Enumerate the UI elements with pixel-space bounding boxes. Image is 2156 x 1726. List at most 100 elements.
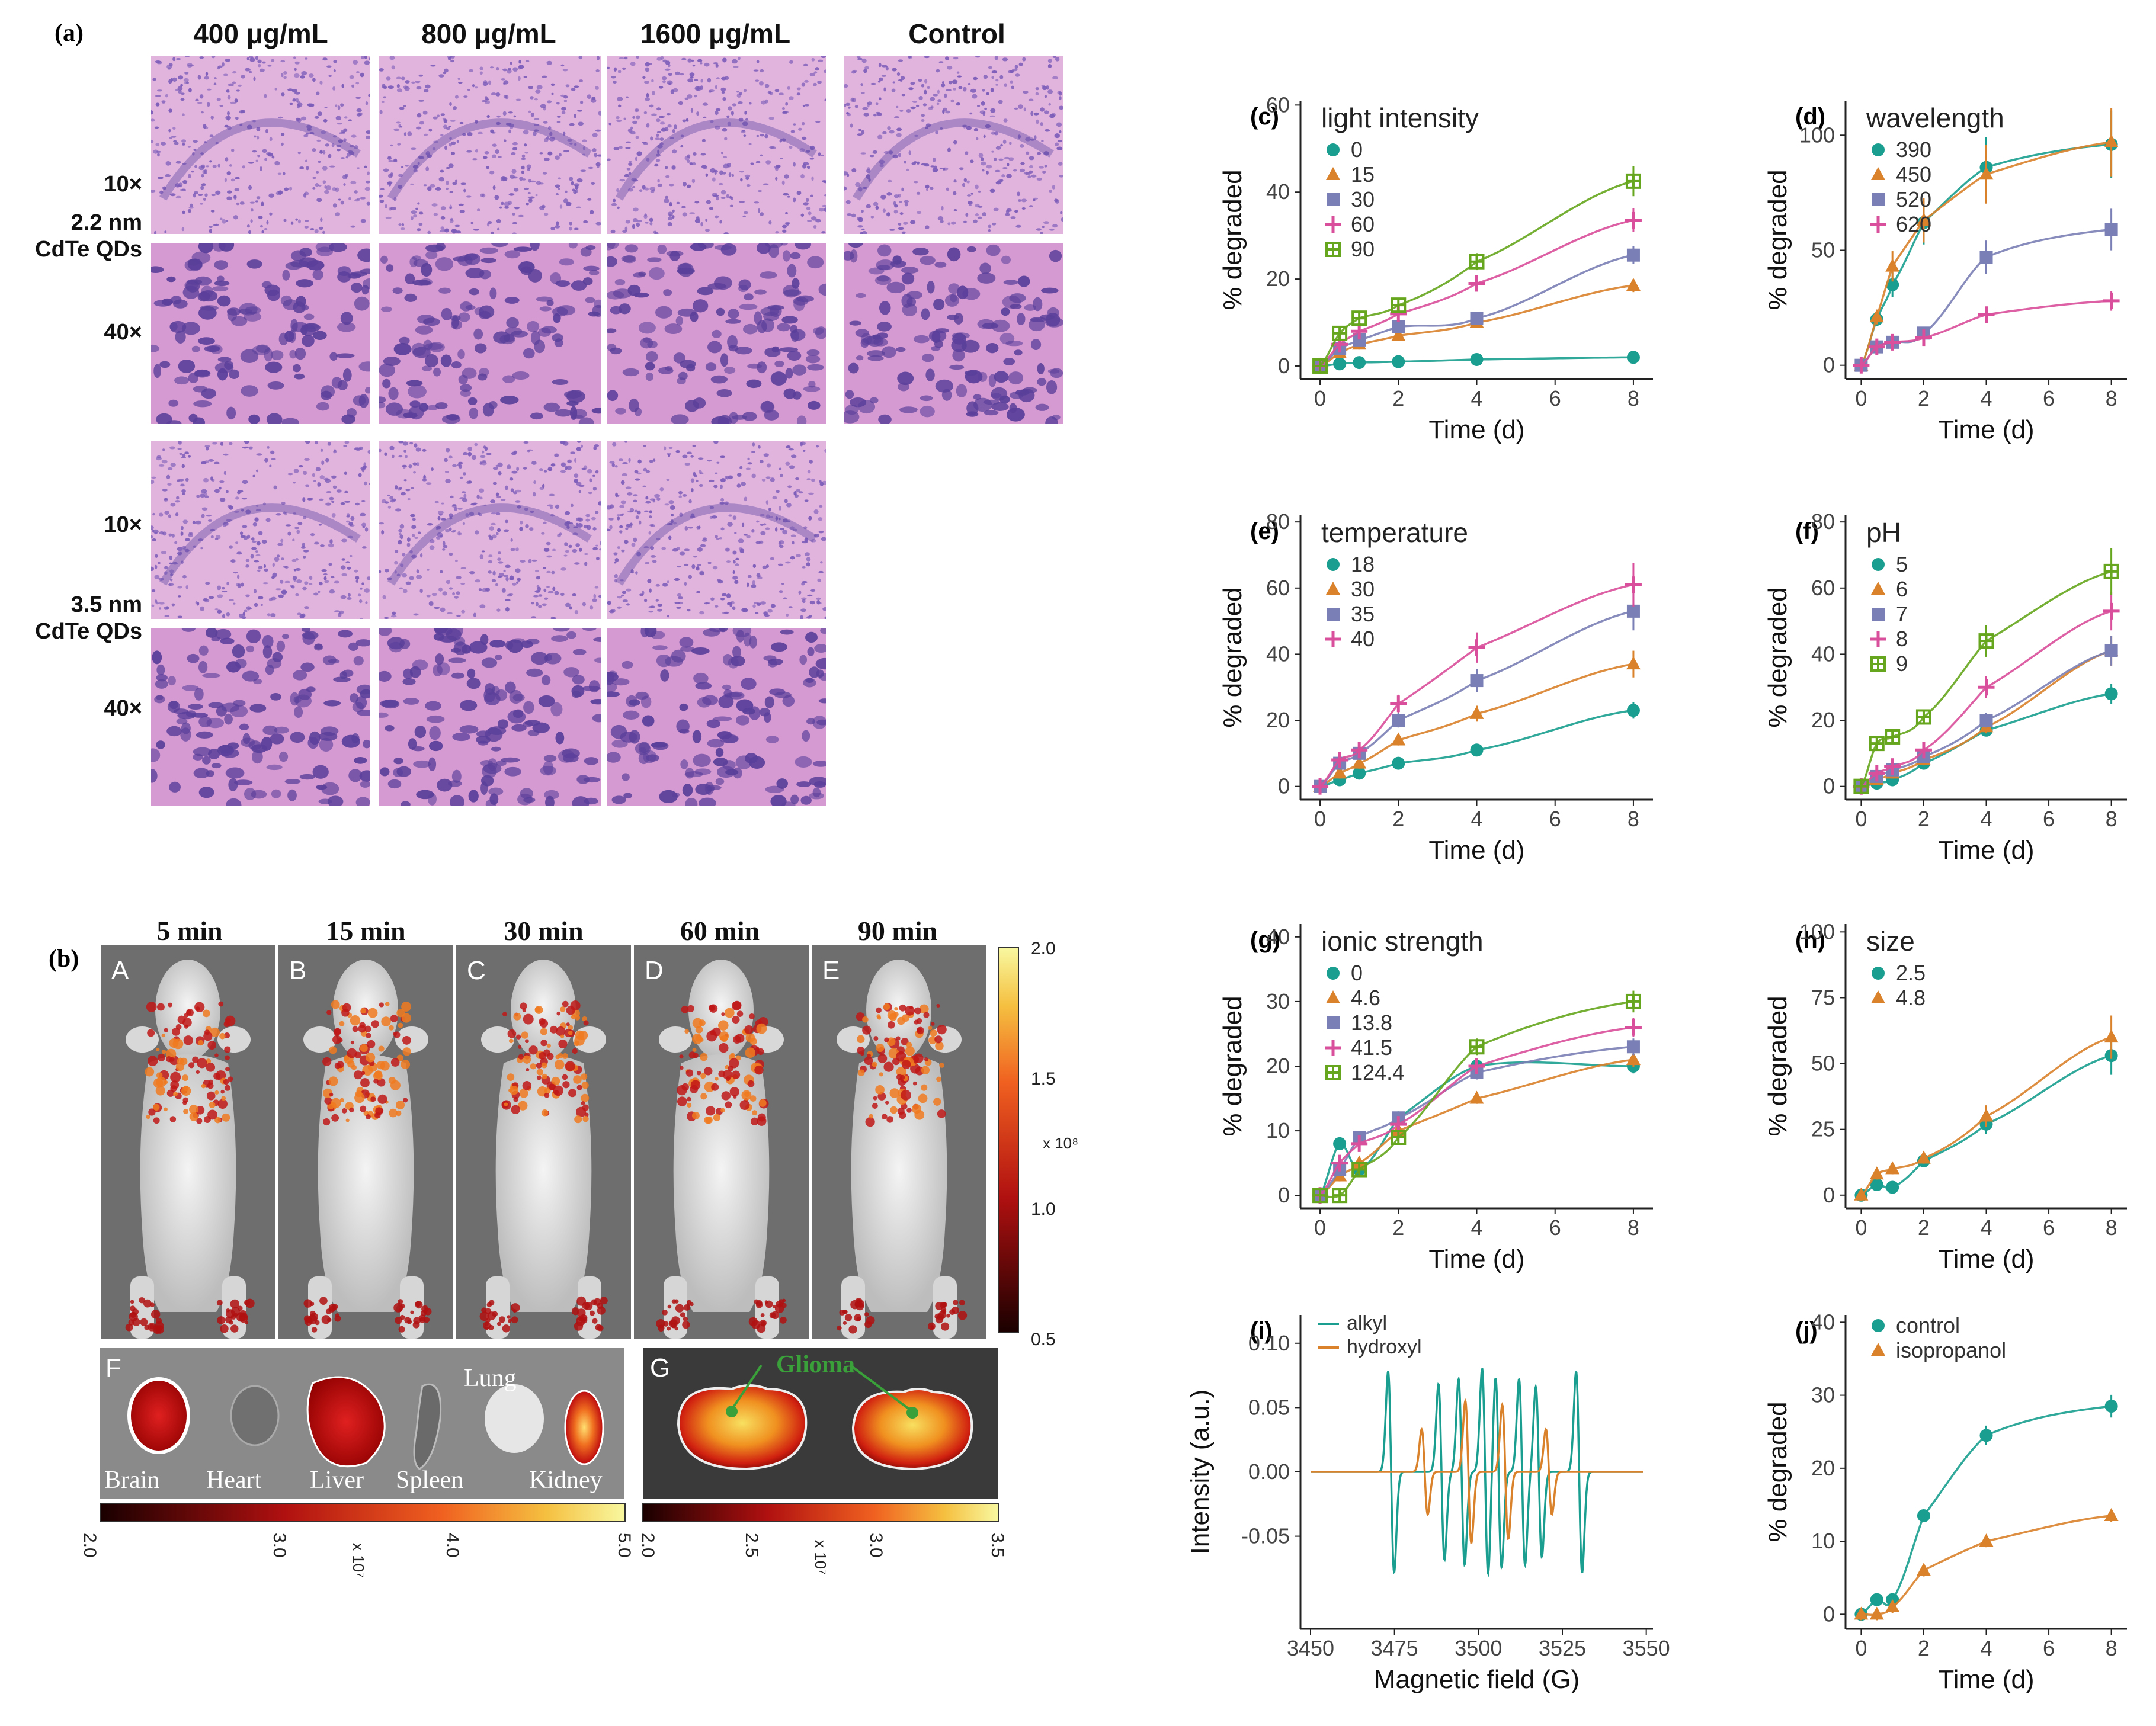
organ-label-brain: Brain: [104, 1467, 160, 1494]
data-point: [1978, 679, 1995, 696]
group-label-size-35: 3.5 nm: [71, 592, 142, 617]
x-tick-label: 6: [1549, 1215, 1561, 1240]
data-point: [1917, 1509, 1930, 1522]
data-point: [1625, 173, 1641, 189]
legend-entry: 0: [1351, 137, 1363, 162]
data-point: [1885, 729, 1901, 745]
data-point: [2104, 1029, 2119, 1043]
x-tick-label: 4: [1980, 1636, 1992, 1660]
glioma-panel: Glioma G: [643, 1348, 998, 1499]
histology-tissue: [379, 628, 601, 806]
data-point: [1325, 242, 1341, 257]
histology-tile: [607, 243, 826, 424]
panel-label: (f): [1795, 518, 1819, 544]
data-point: [1327, 967, 1340, 980]
group-label-cdte-2: CdTe QDs: [35, 619, 142, 644]
organ-cb-tick-2.0: 2.0: [80, 1533, 100, 1558]
mouse-figure: B: [289, 956, 432, 1339]
organ-label-liver: Liver: [310, 1467, 364, 1494]
colorbar-tick-1.5: 1.5: [1031, 1069, 1056, 1089]
legend-entry: 18: [1351, 552, 1375, 576]
data-point: [1626, 278, 1641, 291]
x-tick-label: 4: [1980, 1215, 1992, 1240]
x-tick-label: 2: [1918, 1636, 1930, 1660]
x-tick-label: 4: [1471, 807, 1482, 831]
data-point: [1325, 1065, 1341, 1080]
chart-title: light intensity: [1321, 102, 1479, 133]
glioma-annotation: Glioma: [776, 1351, 855, 1378]
x-tick-label: 3500: [1455, 1636, 1502, 1660]
y-tick-label: 20: [1811, 1456, 1835, 1480]
y-tick-label: 0: [1278, 354, 1290, 378]
colorbar-unit: x 10⁸: [1043, 1134, 1079, 1152]
x-tick-label: 0: [1855, 1215, 1867, 1240]
data-point: [1871, 1343, 1885, 1356]
data-point: [1979, 1429, 1993, 1442]
y-tick-label: 60: [1811, 576, 1835, 600]
series-line-30: [1319, 254, 1634, 367]
data-point: [1312, 1188, 1328, 1204]
data-point: [1626, 604, 1640, 618]
legend-entry: 30: [1351, 187, 1375, 211]
data-point: [1469, 1090, 1484, 1104]
data-point: [1626, 248, 1640, 262]
y-axis-label: % degraded: [1763, 587, 1792, 727]
legend-entry: 15: [1351, 162, 1375, 187]
y-tick-label: 0: [1278, 774, 1290, 798]
histology-tissue: [607, 56, 826, 234]
y-tick-label: 0: [1823, 353, 1835, 377]
y-tick-label: 0.10: [1248, 1331, 1290, 1355]
y-tick-label: 80: [1266, 509, 1290, 534]
histology-tissue: [151, 441, 370, 619]
y-axis-label: % degraded: [1763, 169, 1792, 310]
organ-label-heart: Heart: [206, 1467, 262, 1494]
data-point: [2103, 563, 2119, 579]
data-point: [1353, 356, 1366, 370]
data-point: [1625, 211, 1642, 229]
data-point: [1468, 639, 1485, 656]
histology-tile: [844, 56, 1063, 234]
mouse-image-panel: D: [634, 945, 809, 1339]
histology-tissue: [607, 628, 826, 806]
legend-entry: 7: [1896, 602, 1908, 626]
mouse-image-panel: E: [812, 945, 986, 1339]
x-tick-label: 4: [1980, 386, 1992, 410]
x-tick-label: 8: [1628, 1215, 1639, 1240]
histology-tissue: [607, 243, 826, 424]
y-tick-label: 0: [1823, 1183, 1835, 1207]
x-tick-label: 8: [1628, 807, 1639, 831]
row-label-40x-bottom: 40×: [104, 696, 142, 721]
y-axis-label: % degraded: [1218, 587, 1247, 727]
col-header-400: 400 μg/mL: [193, 18, 328, 49]
series-line-isopropanol: [1861, 1515, 2112, 1616]
col-header-800: 800 μg/mL: [421, 18, 556, 49]
mouse-letter: C: [467, 956, 486, 985]
liver-organ-shape: [306, 1376, 386, 1468]
data-point: [1392, 355, 1405, 368]
y-tick-label: 20: [1266, 267, 1290, 291]
row-label-40x-top: 40×: [104, 320, 142, 345]
y-tick-label: 60: [1266, 92, 1290, 117]
y-axis-label: % degraded: [1763, 996, 1792, 1136]
x-tick-label: 6: [1549, 807, 1561, 831]
data-point: [1884, 333, 1901, 351]
x-tick-label: 8: [2106, 807, 2117, 831]
y-tick-label: 75: [1811, 985, 1835, 1009]
data-point: [1332, 765, 1347, 779]
legend-entry: 60: [1351, 212, 1375, 236]
data-point: [1870, 1178, 1883, 1191]
data-point: [1353, 766, 1366, 780]
legend-entry: 41.5: [1351, 1035, 1392, 1060]
brain-organ-shape: [127, 1377, 190, 1454]
y-tick-label: 60: [1266, 576, 1290, 600]
data-point: [1327, 608, 1340, 621]
glioma-cb-tick-3.0: 3.0: [866, 1533, 886, 1558]
legend-entry: 2.5: [1896, 961, 1926, 985]
legend-entry: 620: [1896, 212, 1931, 236]
data-point: [1869, 1606, 1884, 1620]
y-tick-label: 10: [1811, 1529, 1835, 1553]
panel-label: (h): [1795, 927, 1825, 953]
data-point: [1332, 1188, 1348, 1204]
legend-entry: hydroxyl: [1347, 1336, 1422, 1358]
y-tick-label: 0.05: [1248, 1395, 1290, 1419]
